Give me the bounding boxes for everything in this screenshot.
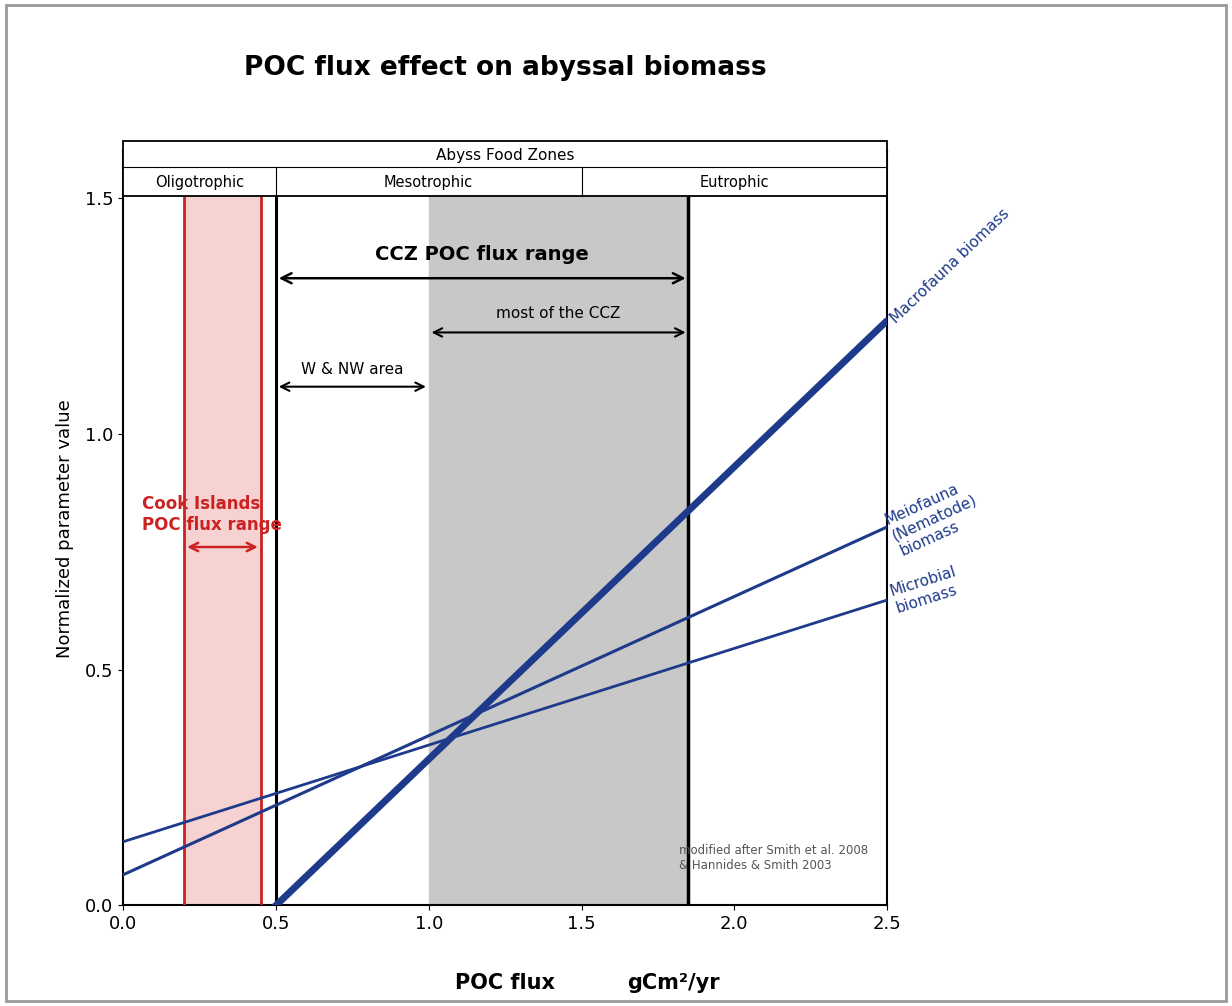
Bar — [123, 142, 887, 196]
Text: POC flux: POC flux — [455, 974, 556, 993]
Text: most of the CCZ: most of the CCZ — [496, 306, 621, 321]
Text: Eutrophic: Eutrophic — [700, 175, 769, 190]
Text: Microbial
biomass: Microbial biomass — [888, 563, 963, 616]
Text: Abyss Food Zones: Abyss Food Zones — [436, 148, 574, 163]
Text: CCZ POC flux range: CCZ POC flux range — [376, 245, 589, 264]
Bar — [185, 151, 261, 905]
Text: Cook Islands
POC flux range: Cook Islands POC flux range — [142, 495, 281, 534]
Text: Mesotrophic: Mesotrophic — [384, 175, 473, 190]
Y-axis label: Normalized parameter value: Normalized parameter value — [55, 398, 74, 658]
Text: gCm²/yr: gCm²/yr — [627, 974, 719, 993]
Text: W & NW area: W & NW area — [301, 362, 404, 377]
Text: Oligotrophic: Oligotrophic — [155, 175, 244, 190]
Title: POC flux effect on abyssal biomass: POC flux effect on abyssal biomass — [244, 54, 766, 80]
Text: Meiofauna
(Nematode)
biomass: Meiofauna (Nematode) biomass — [883, 476, 987, 559]
Bar — [429, 151, 689, 905]
Text: modified after Smith et al. 2008
& Hannides & Smith 2003: modified after Smith et al. 2008 & Hanni… — [679, 844, 869, 872]
Text: Macrofauna biomass: Macrofauna biomass — [888, 206, 1013, 326]
